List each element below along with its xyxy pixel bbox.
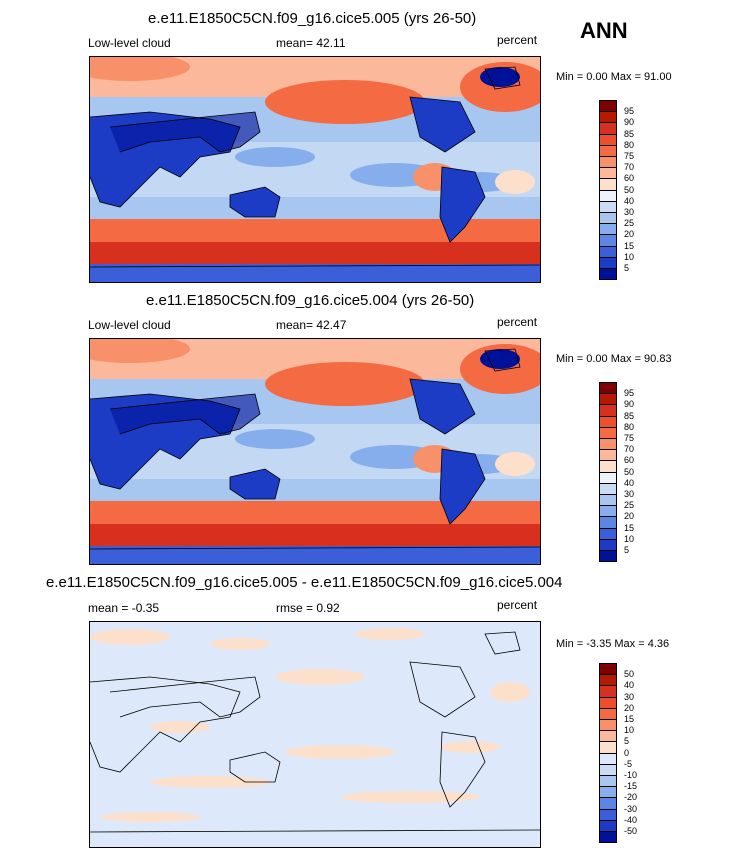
- colorbar-label: 50: [624, 669, 635, 680]
- colorbar-label: 15: [624, 522, 635, 533]
- colorbar-swatch: [599, 831, 617, 844]
- panel2-minmax: Min = 0.00 Max = 90.83: [556, 353, 672, 365]
- colorbar-label: 90: [624, 117, 635, 128]
- colorbar-label: -20: [624, 792, 638, 803]
- colorbar-label: 25: [624, 218, 635, 229]
- colorbar-label: 50: [624, 184, 635, 195]
- panel3-units: percent: [497, 598, 538, 612]
- colorbar-label: 15: [624, 240, 635, 251]
- panel1-minmax: Min = 0.00 Max = 91.00: [556, 71, 672, 83]
- coastlines: [90, 631, 540, 833]
- colorbar-label: 75: [624, 433, 635, 443]
- colorbar-label: 5: [624, 545, 630, 555]
- panel3-mean-label: mean = -0.35: [88, 601, 160, 615]
- north-pacific-high: [265, 80, 425, 124]
- colorbar-label: 75: [624, 151, 635, 161]
- australia-field: [230, 187, 280, 217]
- colorbar-label: 40: [624, 680, 635, 691]
- north-atlantic-high: [460, 344, 540, 394]
- panel1-center-label: mean= 42.11: [276, 36, 346, 50]
- colorbar-label: 50: [624, 466, 635, 477]
- season-label: ANN: [580, 18, 628, 43]
- colorbar-label: 60: [624, 455, 635, 466]
- colorbar-label: 20: [624, 229, 635, 240]
- greenland-field: [480, 67, 520, 87]
- greenland-field: [480, 349, 520, 369]
- colorbar-swatch: [599, 268, 617, 281]
- colorbar-label: 60: [624, 173, 635, 184]
- colorbar-label: -10: [624, 770, 638, 780]
- north-pacific-high: [265, 362, 425, 406]
- colorbar-label: 40: [624, 195, 635, 206]
- southern-ocean-core: [90, 524, 540, 546]
- colorbar-label: 85: [624, 410, 635, 421]
- north-america-field: [410, 97, 475, 152]
- australia-field: [230, 469, 280, 499]
- west-pacific-minimum: [235, 147, 315, 167]
- arctic-cloud: [90, 57, 190, 81]
- colorbar-label: 95: [624, 388, 635, 399]
- panel1-map: [89, 56, 541, 283]
- colorbar-label: 30: [624, 489, 635, 499]
- namibia-stratocumulus: [495, 452, 535, 476]
- panel1-map-svg: [90, 57, 540, 282]
- north-america-field: [410, 379, 475, 434]
- west-pacific-minimum: [235, 429, 315, 449]
- antarctica-field: [90, 546, 540, 564]
- colorbar-label: -30: [624, 803, 638, 814]
- panel2-center-label: mean= 42.47: [276, 318, 347, 332]
- colorbar-label: 95: [624, 106, 635, 117]
- south-america-field: [440, 449, 485, 524]
- panel3-map-svg: [90, 622, 540, 847]
- colorbar-label: 10: [624, 725, 635, 736]
- panel3-title: e.e11.E1850C5CN.f09_g16.cice5.005 - e.e1…: [46, 574, 563, 591]
- arctic-cloud: [90, 339, 190, 363]
- north-atlantic-high: [460, 62, 540, 112]
- coastlines: [90, 66, 540, 268]
- colorbar-swatch: [599, 550, 617, 563]
- colorbar-label: -40: [624, 814, 638, 825]
- colorbar-label: 0: [624, 747, 630, 758]
- colorbar-label: 40: [624, 477, 635, 488]
- colorbar-label: 80: [624, 421, 635, 432]
- panel2-units: percent: [497, 315, 538, 329]
- southern-ocean-core: [90, 242, 540, 264]
- colorbar-label: 30: [624, 691, 635, 702]
- colorbar-label: 15: [624, 714, 635, 724]
- colorbar-label: 10: [624, 251, 635, 262]
- colorbar-label: 90: [624, 399, 635, 410]
- colorbar-label: 80: [624, 139, 635, 150]
- colorbar-label: 25: [624, 500, 635, 511]
- panel3-minmax: Min = -3.35 Max = 4.36: [556, 638, 670, 650]
- colorbar-label: -5: [624, 758, 633, 769]
- antarctica-field: [90, 264, 540, 282]
- panel2-map-svg: [90, 339, 540, 564]
- namibia-stratocumulus: [495, 170, 535, 194]
- colorbar-label: -15: [624, 781, 638, 792]
- panel1-title: e.e11.E1850C5CN.f09_g16.cice5.005 (yrs 2…: [148, 10, 477, 27]
- colorbar-label: 30: [624, 207, 635, 217]
- panel1-left-label: Low-level cloud: [88, 36, 171, 50]
- colorbar-label: 5: [624, 263, 630, 273]
- panel2-left-label: Low-level cloud: [88, 318, 171, 332]
- colorbar-label: 70: [624, 444, 635, 455]
- colorbar-label: -50: [624, 826, 638, 836]
- colorbar-label: 5: [624, 736, 630, 747]
- panel3-rmse-label: rmse = 0.92: [276, 601, 340, 615]
- colorbar-label: 70: [624, 162, 635, 173]
- panel1-units: percent: [497, 33, 538, 47]
- coastlines: [90, 348, 540, 550]
- panel2-map: [89, 338, 541, 565]
- south-america-field: [440, 167, 485, 242]
- panel3-map: [89, 621, 541, 848]
- panel2-title: e.e11.E1850C5CN.f09_g16.cice5.004 (yrs 2…: [146, 292, 475, 309]
- colorbar-label: 10: [624, 533, 635, 544]
- colorbar-label: 85: [624, 128, 635, 139]
- colorbar-label: 20: [624, 702, 635, 713]
- colorbar-label: 20: [624, 511, 635, 522]
